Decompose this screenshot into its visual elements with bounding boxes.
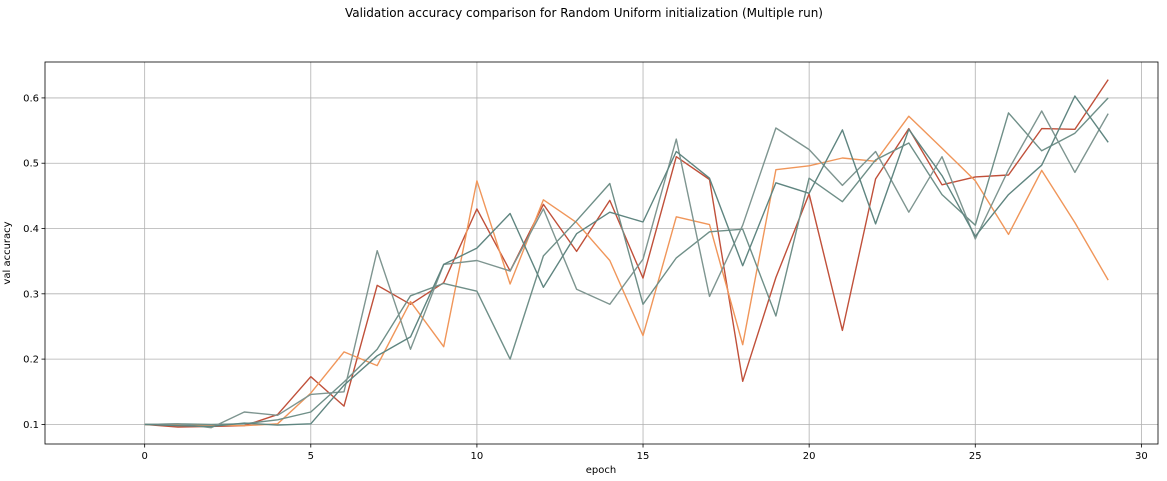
series-line-5 — [145, 96, 1108, 426]
series-line-1 — [145, 80, 1108, 427]
x-tick-label: 20 — [803, 451, 816, 462]
series-line-3 — [145, 98, 1108, 425]
y-axis-label: val accuracy — [2, 221, 13, 284]
x-tick-label: 30 — [1135, 451, 1148, 462]
plot-frame — [45, 62, 1158, 444]
x-tick-label: 25 — [969, 451, 982, 462]
y-tick-label: 0.4 — [23, 224, 39, 235]
series-lines — [145, 80, 1108, 428]
y-tick-label: 0.3 — [23, 289, 39, 300]
series-line-4 — [145, 111, 1108, 428]
x-axis-label: epoch — [586, 465, 616, 476]
x-tick-label: 0 — [141, 451, 147, 462]
x-tick-label: 5 — [308, 451, 314, 462]
x-tick-label: 15 — [637, 451, 650, 462]
x-tick-label: 10 — [471, 451, 484, 462]
y-tick-label: 0.5 — [23, 159, 39, 170]
grid-lines — [45, 62, 1158, 444]
y-tick-label: 0.1 — [23, 420, 39, 431]
y-tick-label: 0.6 — [23, 93, 39, 104]
chart-title: Validation accuracy comparison for Rando… — [345, 6, 823, 20]
axis-ticks: 0 5 10 15 20 25 30 0.1 0.2 0.3 0.4 0.5 0.6 — [23, 93, 1148, 462]
y-tick-label: 0.2 — [23, 355, 39, 366]
series-line-2 — [145, 116, 1108, 426]
